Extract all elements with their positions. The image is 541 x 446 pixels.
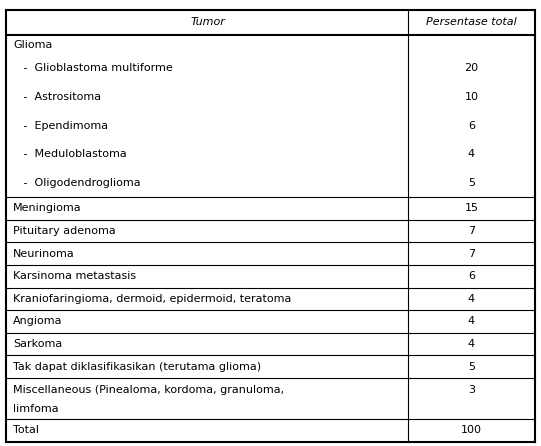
Text: -  Oligodendroglioma: - Oligodendroglioma: [13, 178, 141, 188]
Text: Kraniofaringioma, dermoid, epidermoid, teratoma: Kraniofaringioma, dermoid, epidermoid, t…: [13, 294, 292, 304]
Text: Sarkoma: Sarkoma: [13, 339, 62, 349]
Text: Karsinoma metastasis: Karsinoma metastasis: [13, 271, 136, 281]
Text: -  Glioblastoma multiforme: - Glioblastoma multiforme: [13, 63, 173, 74]
Text: 100: 100: [461, 425, 482, 435]
Text: 20: 20: [464, 63, 479, 74]
Text: -  Ependimoma: - Ependimoma: [13, 120, 108, 131]
Text: Total: Total: [13, 425, 39, 435]
Text: -  Meduloblastoma: - Meduloblastoma: [13, 149, 127, 159]
Text: Tumor: Tumor: [190, 17, 225, 28]
Text: 4: 4: [468, 317, 475, 326]
Text: 6: 6: [468, 271, 475, 281]
Text: 3: 3: [468, 385, 475, 395]
Text: 4: 4: [468, 149, 475, 159]
Text: Meningioma: Meningioma: [13, 203, 82, 213]
Text: 6: 6: [468, 120, 475, 131]
Text: Persentase total: Persentase total: [426, 17, 517, 28]
Text: 15: 15: [465, 203, 478, 213]
Text: 4: 4: [468, 339, 475, 349]
Text: Miscellaneous (Pinealoma, kordoma, granuloma,: Miscellaneous (Pinealoma, kordoma, granu…: [13, 385, 284, 395]
Text: limfoma: limfoma: [13, 404, 58, 413]
Text: 10: 10: [465, 92, 478, 102]
Text: 5: 5: [468, 178, 475, 188]
Text: Angioma: Angioma: [13, 317, 62, 326]
Text: 5: 5: [468, 362, 475, 372]
Text: 7: 7: [468, 226, 475, 236]
Text: Glioma: Glioma: [13, 40, 52, 50]
Text: Pituitary adenoma: Pituitary adenoma: [13, 226, 116, 236]
Text: 4: 4: [468, 294, 475, 304]
Text: Tak dapat diklasifikasikan (terutama glioma): Tak dapat diklasifikasikan (terutama gli…: [13, 362, 261, 372]
Text: -  Astrositoma: - Astrositoma: [13, 92, 101, 102]
Text: Neurinoma: Neurinoma: [13, 248, 75, 259]
Text: 7: 7: [468, 248, 475, 259]
